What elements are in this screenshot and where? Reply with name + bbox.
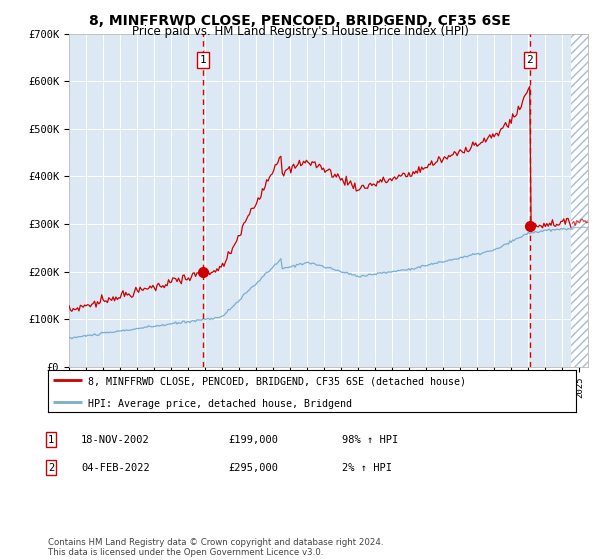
Text: £295,000: £295,000	[228, 463, 278, 473]
Text: 2: 2	[527, 55, 533, 65]
Text: 8, MINFFRWD CLOSE, PENCOED, BRIDGEND, CF35 6SE (detached house): 8, MINFFRWD CLOSE, PENCOED, BRIDGEND, CF…	[88, 376, 466, 386]
Text: 04-FEB-2022: 04-FEB-2022	[81, 463, 150, 473]
Text: HPI: Average price, detached house, Bridgend: HPI: Average price, detached house, Brid…	[88, 399, 352, 409]
Text: 1: 1	[48, 435, 54, 445]
Text: 1: 1	[200, 55, 206, 65]
Text: 2: 2	[48, 463, 54, 473]
Text: 2% ↑ HPI: 2% ↑ HPI	[342, 463, 392, 473]
Text: £199,000: £199,000	[228, 435, 278, 445]
Text: 98% ↑ HPI: 98% ↑ HPI	[342, 435, 398, 445]
Bar	[571, 34, 588, 367]
Text: Price paid vs. HM Land Registry's House Price Index (HPI): Price paid vs. HM Land Registry's House …	[131, 25, 469, 38]
Text: 18-NOV-2002: 18-NOV-2002	[81, 435, 150, 445]
Text: Contains HM Land Registry data © Crown copyright and database right 2024.
This d: Contains HM Land Registry data © Crown c…	[48, 538, 383, 557]
Text: 8, MINFFRWD CLOSE, PENCOED, BRIDGEND, CF35 6SE: 8, MINFFRWD CLOSE, PENCOED, BRIDGEND, CF…	[89, 14, 511, 28]
